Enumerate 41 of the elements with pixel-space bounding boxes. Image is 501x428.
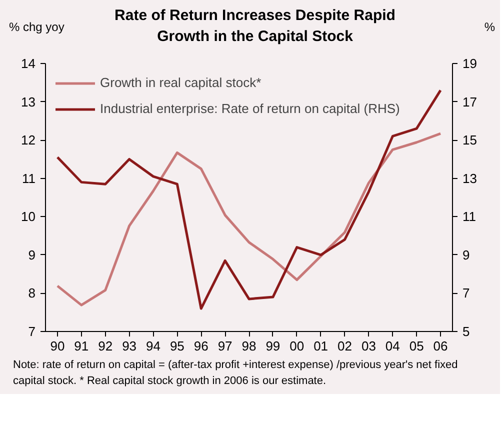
legend-label: Growth in real capital stock* (100, 75, 262, 90)
x-tick-label: 95 (170, 338, 184, 354)
text: Note: rate of return on capital = (after-tax profit +interest expense) /previous year's net fixed capital stock. * Real capital stock growth in 2006 is our estimate. (13, 358, 459, 389)
x-tick-label: 98 (242, 338, 256, 354)
y2-axis-title: % (484, 19, 495, 36)
x-tick-label: 05 (409, 338, 424, 354)
x-tick-label: 04 (385, 338, 400, 354)
y2-tick-label: 11 (462, 208, 476, 224)
line-series (56, 88, 442, 310)
y-axis-title: % chg yoy (9, 19, 64, 36)
x-tick-label: 94 (146, 338, 160, 354)
x-tick-label: 03 (361, 338, 376, 354)
x-tick-label: 02 (338, 338, 352, 354)
x-tick-label: 97 (218, 338, 232, 354)
y2-tick-label: 17 (462, 94, 477, 110)
x-tick-label: 00 (290, 338, 304, 354)
y-tick-label: 13 (21, 94, 36, 110)
x-tick-label: 92 (98, 338, 113, 354)
y2-tick-label: 15 (462, 132, 477, 148)
y2-tick-label: 5 (462, 324, 470, 339)
y-tick-label: 9 (28, 247, 36, 262)
x-tick-label: 06 (433, 338, 448, 354)
y2-tick-label: 19 (462, 56, 477, 71)
y2-tick-label: 7 (462, 286, 470, 301)
legend-label: Industrial enterprise: Rate of return on capital (RHS) (100, 101, 400, 116)
x-tick-label: 01 (314, 338, 328, 354)
x-tick-label: 96 (194, 338, 208, 354)
y-tick-label: 8 (28, 286, 36, 301)
y-tick-label: 7 (28, 324, 36, 339)
y-tick-label: 11 (22, 170, 36, 186)
x-tick-label: 99 (266, 338, 280, 354)
line-series (56, 132, 442, 306)
chart-title: Rate of Return Increases Despite Rapid Growth in the Capital Stock (114, 6, 396, 48)
y2-tick-label: 13 (462, 170, 477, 186)
x-tick-label: 90 (50, 338, 65, 354)
y-tick-label: 12 (21, 132, 36, 148)
x-tick-label: 91 (74, 338, 89, 354)
y2-tick-label: 9 (462, 247, 470, 262)
x-tick-label: 93 (122, 338, 137, 354)
y-tick-label: 10 (21, 208, 36, 224)
y-tick-label: 14 (21, 56, 36, 71)
